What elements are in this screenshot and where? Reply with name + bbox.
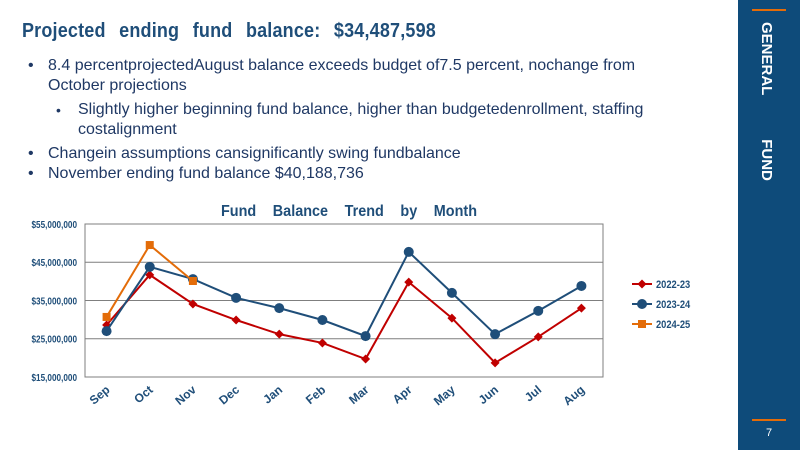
marker bbox=[188, 299, 198, 309]
marker bbox=[403, 246, 414, 257]
slide-title: Projected ending fund balance: $34,487,5… bbox=[22, 20, 436, 42]
bullet: 8.4 percentprojectedAugust balance excee… bbox=[28, 56, 688, 96]
marker bbox=[274, 329, 284, 339]
y-tick-label: $35,000,000 bbox=[31, 296, 77, 307]
sub-bullet: Slightly higher beginning fund balance, … bbox=[56, 100, 678, 140]
sidebar bbox=[738, 0, 800, 450]
marker bbox=[102, 312, 111, 321]
marker bbox=[490, 329, 501, 340]
series-line bbox=[105, 250, 582, 338]
legend-label: 2023-24 bbox=[656, 299, 691, 311]
marker bbox=[144, 261, 155, 272]
x-tick-label: Mar bbox=[346, 382, 372, 407]
marker bbox=[145, 270, 155, 280]
legend-label: 2022-23 bbox=[656, 279, 691, 291]
marker bbox=[361, 354, 371, 364]
x-tick-label: May bbox=[431, 382, 458, 408]
y-tick-label: $55,000,000 bbox=[31, 219, 77, 230]
x-tick-label: Aug bbox=[560, 383, 587, 409]
series-line bbox=[105, 273, 582, 365]
marker bbox=[637, 299, 647, 309]
marker bbox=[533, 305, 544, 316]
marker bbox=[188, 276, 197, 285]
marker bbox=[446, 287, 457, 298]
marker bbox=[576, 303, 586, 313]
y-tick-label: $45,000,000 bbox=[31, 258, 77, 269]
x-tick-label: Nov bbox=[172, 382, 199, 408]
bullet: Changein assumptions cansignificantly sw… bbox=[28, 144, 688, 164]
x-tick-label: Jan bbox=[260, 383, 285, 407]
x-tick-label: Apr bbox=[390, 382, 415, 406]
marker bbox=[576, 280, 587, 291]
marker bbox=[101, 326, 112, 337]
y-tick-label: $25,000,000 bbox=[31, 334, 77, 345]
x-tick-label: Jul bbox=[522, 383, 544, 405]
marker bbox=[360, 331, 371, 342]
x-tick-label: Oct bbox=[131, 383, 155, 407]
sidebar-label: GENERAL FUND bbox=[758, 22, 775, 181]
marker bbox=[231, 292, 242, 303]
y-tick-label: $15,000,000 bbox=[31, 372, 77, 383]
x-tick-label: Sep bbox=[87, 383, 113, 408]
marker bbox=[533, 332, 543, 342]
page-number: 7 bbox=[766, 427, 772, 439]
marker bbox=[274, 303, 285, 314]
chart-title: Fund Balance Trend by Month bbox=[221, 202, 477, 220]
x-tick-label: Jun bbox=[476, 383, 501, 407]
x-tick-label: Feb bbox=[303, 383, 328, 407]
marker bbox=[637, 279, 647, 289]
series-line bbox=[105, 243, 194, 318]
marker bbox=[490, 358, 500, 368]
marker bbox=[145, 241, 154, 250]
marker bbox=[638, 320, 646, 328]
marker bbox=[317, 315, 328, 326]
x-tick-label: Dec bbox=[216, 382, 242, 407]
marker bbox=[447, 313, 457, 323]
bullet: November ending fund balance $40,188,736 bbox=[28, 164, 688, 184]
marker bbox=[317, 338, 327, 348]
marker bbox=[231, 315, 241, 325]
marker bbox=[404, 277, 414, 287]
legend-label: 2024-25 bbox=[656, 319, 691, 331]
